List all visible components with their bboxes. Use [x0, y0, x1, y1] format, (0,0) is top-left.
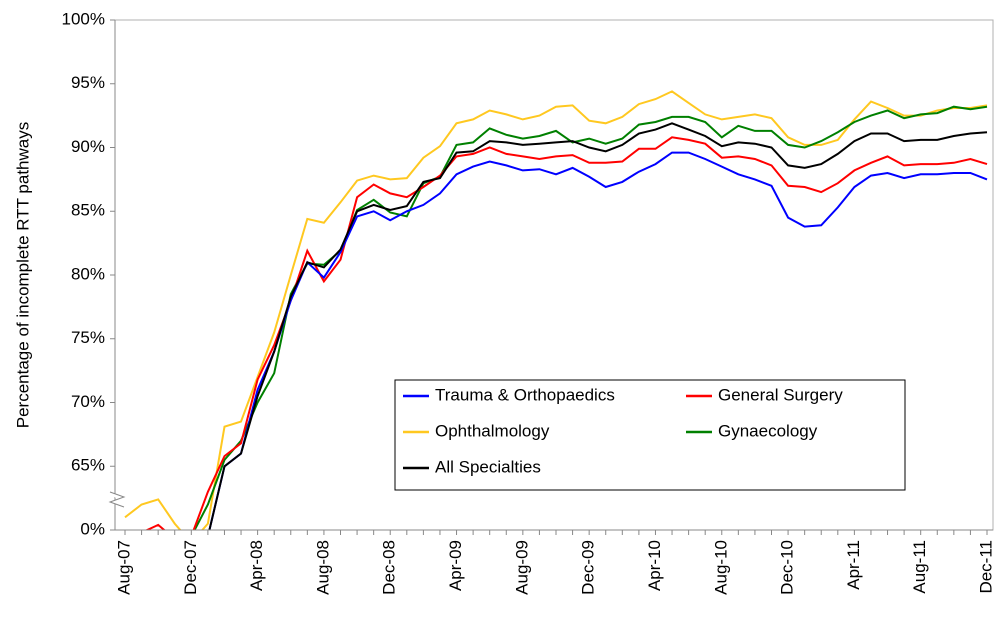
legend-label: Ophthalmology	[435, 421, 550, 440]
series-line	[208, 122, 988, 530]
y-tick-label: 70%	[71, 392, 105, 411]
x-tick-label: Dec-09	[579, 540, 598, 595]
x-tick-label: Apr-09	[446, 540, 465, 591]
x-tick-label: Aug-11	[910, 540, 929, 594]
y-tick-label: 85%	[71, 201, 105, 220]
y-tick-label: 100%	[62, 9, 105, 28]
legend-label: All Specialties	[435, 457, 541, 476]
x-tick-label: Aug-10	[711, 540, 730, 595]
y-tick-label: 75%	[71, 328, 105, 347]
series-line	[208, 151, 988, 530]
legend-label: General Surgery	[718, 385, 843, 404]
y-tick-label: 80%	[71, 264, 105, 283]
x-tick-label: Aug-07	[114, 540, 133, 595]
y-tick-label: 90%	[71, 137, 105, 156]
x-tick-label: Apr-11	[844, 540, 863, 590]
axis-break	[108, 491, 126, 508]
legend-label: Gynaecology	[718, 421, 818, 440]
x-tick-label: Dec-07	[181, 540, 200, 595]
x-tick-label: Dec-08	[380, 540, 399, 595]
y-tick-label: 65%	[71, 456, 105, 475]
x-tick-label: Dec-10	[778, 540, 797, 595]
x-tick-label: Dec-11	[976, 540, 995, 594]
legend-label: Trauma & Orthopaedics	[435, 385, 615, 404]
x-tick-label: Apr-08	[247, 540, 266, 591]
y-tick-label: 95%	[71, 73, 105, 92]
series-line	[193, 105, 988, 530]
x-tick-label: Aug-09	[512, 540, 531, 595]
x-tick-label: Apr-10	[645, 540, 664, 591]
series-line	[124, 90, 988, 530]
y-axis-label: Percentage of incomplete RTT pathways	[13, 122, 32, 428]
legend	[394, 379, 906, 491]
y-tick-label: 0%	[80, 519, 105, 538]
x-tick-label: Aug-08	[313, 540, 332, 595]
